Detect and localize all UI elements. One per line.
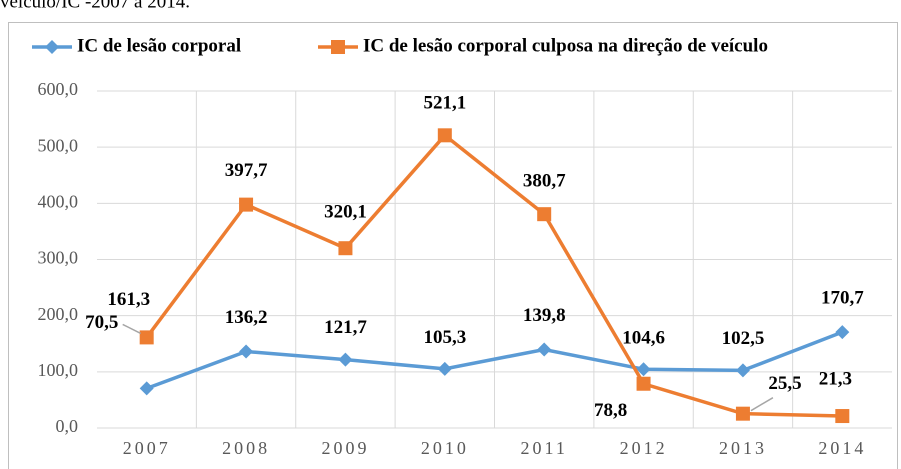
data-point xyxy=(139,330,154,345)
leader-line xyxy=(122,323,142,335)
data-point xyxy=(437,361,452,376)
series-line xyxy=(146,330,843,391)
data-label: 21,3 xyxy=(819,368,852,389)
data-label: 320,1 xyxy=(324,202,367,223)
data-point xyxy=(537,342,552,357)
x-tick-label: 2014 xyxy=(818,438,866,458)
legend-label: IC de lesão corporal xyxy=(77,35,241,56)
data-label: 102,5 xyxy=(722,328,765,349)
data-point xyxy=(139,381,154,396)
data-label: 121,7 xyxy=(324,317,367,338)
data-point xyxy=(437,128,452,143)
data-label: 104,6 xyxy=(622,328,665,349)
x-tick-label: 2013 xyxy=(719,438,767,458)
data-point xyxy=(537,207,552,222)
data-label: 521,1 xyxy=(423,93,466,114)
data-point xyxy=(239,344,254,359)
x-tick-label: 2012 xyxy=(620,438,668,458)
y-tick-label: 100,0 xyxy=(38,360,79,380)
data-point xyxy=(239,197,254,212)
data-label: 70,5 xyxy=(85,312,118,333)
y-tick-label: 200,0 xyxy=(38,304,79,324)
data-label: 139,8 xyxy=(523,305,566,326)
x-tick-label: 2007 xyxy=(123,438,171,458)
data-label: 380,7 xyxy=(523,171,566,192)
legend-marker xyxy=(331,40,345,54)
chart-border xyxy=(8,22,898,469)
data-point xyxy=(338,241,353,256)
data-label: 161,3 xyxy=(107,289,150,310)
x-tick-label: 2009 xyxy=(321,438,369,458)
y-tick-label: 600,0 xyxy=(38,79,79,99)
legend-marker xyxy=(45,40,59,54)
y-tick-label: 400,0 xyxy=(38,191,79,211)
data-point xyxy=(835,409,850,424)
leader-line xyxy=(750,397,774,412)
series-line xyxy=(145,132,843,418)
data-point xyxy=(636,376,651,391)
data-label: 105,3 xyxy=(423,327,466,348)
x-tick-label: 2008 xyxy=(222,438,270,458)
y-tick-label: 0,0 xyxy=(56,416,79,436)
legend-label: IC de lesão corporal culposa na direção … xyxy=(363,35,768,56)
x-tick-label: 2010 xyxy=(421,438,469,458)
y-tick-label: 300,0 xyxy=(38,248,79,268)
data-point xyxy=(636,362,651,377)
data-label: 25,5 xyxy=(768,373,801,394)
data-label: 397,7 xyxy=(225,160,268,181)
data-point xyxy=(735,406,750,421)
data-label: 170,7 xyxy=(821,287,864,308)
x-tick-label: 2011 xyxy=(521,438,568,458)
caption: veículo/IC -2007 a 2014. xyxy=(0,0,190,12)
data-point xyxy=(735,363,750,378)
y-tick-label: 500,0 xyxy=(38,135,79,155)
data-point xyxy=(835,325,850,340)
data-label: 136,2 xyxy=(225,307,268,328)
data-label: 78,8 xyxy=(594,400,627,421)
data-point xyxy=(338,352,353,367)
